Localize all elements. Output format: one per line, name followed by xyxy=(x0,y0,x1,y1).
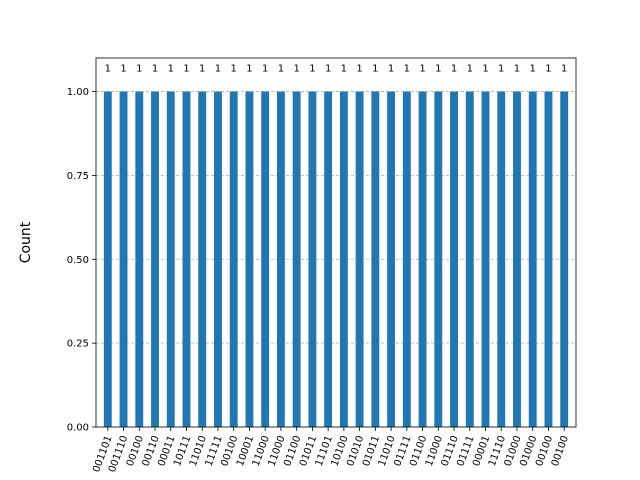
bar xyxy=(497,91,506,427)
bar-value-label: 1 xyxy=(152,64,158,75)
bar xyxy=(166,91,175,427)
y-axis-label: Count xyxy=(18,221,34,263)
y-tick-label: 0.00 xyxy=(67,423,89,434)
y-tick-label: 1.00 xyxy=(67,87,89,98)
bar xyxy=(560,91,569,427)
bar-value-label: 1 xyxy=(325,64,331,75)
bar xyxy=(245,91,254,427)
y-tick-label: 0.75 xyxy=(67,171,89,182)
bar-value-label: 1 xyxy=(262,64,268,75)
bar xyxy=(276,91,285,427)
bar-value-label: 1 xyxy=(136,64,142,75)
bar-value-label: 1 xyxy=(514,64,520,75)
bar-value-label: 1 xyxy=(498,64,504,75)
bar xyxy=(402,91,411,427)
bar xyxy=(229,91,238,427)
bar xyxy=(387,91,396,427)
bar xyxy=(513,91,521,427)
bar-value-label: 1 xyxy=(388,64,394,75)
bar-value-label: 1 xyxy=(309,64,315,75)
bar xyxy=(371,91,380,427)
bar-value-label: 1 xyxy=(231,64,237,75)
bar-value-label: 1 xyxy=(467,64,473,75)
bar-value-label: 1 xyxy=(341,64,347,75)
bar-value-label: 1 xyxy=(451,64,457,75)
y-tick-label: 0.50 xyxy=(67,255,89,266)
bar-value-label: 1 xyxy=(404,64,410,75)
bar-value-label: 1 xyxy=(120,64,126,75)
bar xyxy=(198,91,207,427)
bar-value-label: 1 xyxy=(372,64,378,75)
bar-value-label: 1 xyxy=(435,64,441,75)
bar-value-label: 1 xyxy=(246,64,252,75)
bar-value-label: 1 xyxy=(105,64,111,75)
bar-value-label: 1 xyxy=(183,64,189,75)
bar xyxy=(355,91,364,427)
bar xyxy=(151,91,159,427)
axes-layer xyxy=(92,57,577,431)
bar-layer xyxy=(103,91,569,427)
bar xyxy=(544,91,553,427)
bar-value-label: 1 xyxy=(419,64,425,75)
y-tick-label: 0.25 xyxy=(67,339,89,350)
bar xyxy=(418,91,427,427)
bar-value-label: 1 xyxy=(278,64,284,75)
bar xyxy=(214,91,222,427)
bar xyxy=(481,91,490,427)
bar xyxy=(308,91,317,427)
bar-value-label: 1 xyxy=(530,64,536,75)
bar-value-label: 1 xyxy=(168,64,174,75)
bar-value-label: 1 xyxy=(293,64,299,75)
bar xyxy=(339,91,348,427)
plot-frame xyxy=(95,57,577,428)
bar xyxy=(135,91,144,427)
bar-value-label: 1 xyxy=(561,64,567,75)
bar xyxy=(292,91,301,427)
bar xyxy=(119,91,128,427)
bar-value-label: 1 xyxy=(545,64,551,75)
bar-value-label: 1 xyxy=(199,64,205,75)
bar-value-label: 1 xyxy=(356,64,362,75)
bar-value-label: 1 xyxy=(482,64,488,75)
bar-value-label: 1 xyxy=(215,64,221,75)
bar xyxy=(465,91,474,427)
bar xyxy=(528,91,537,427)
bar xyxy=(261,91,270,427)
bar xyxy=(324,91,333,427)
bar xyxy=(182,91,191,427)
bar xyxy=(450,91,458,427)
bar xyxy=(103,91,112,427)
bar xyxy=(434,91,443,427)
